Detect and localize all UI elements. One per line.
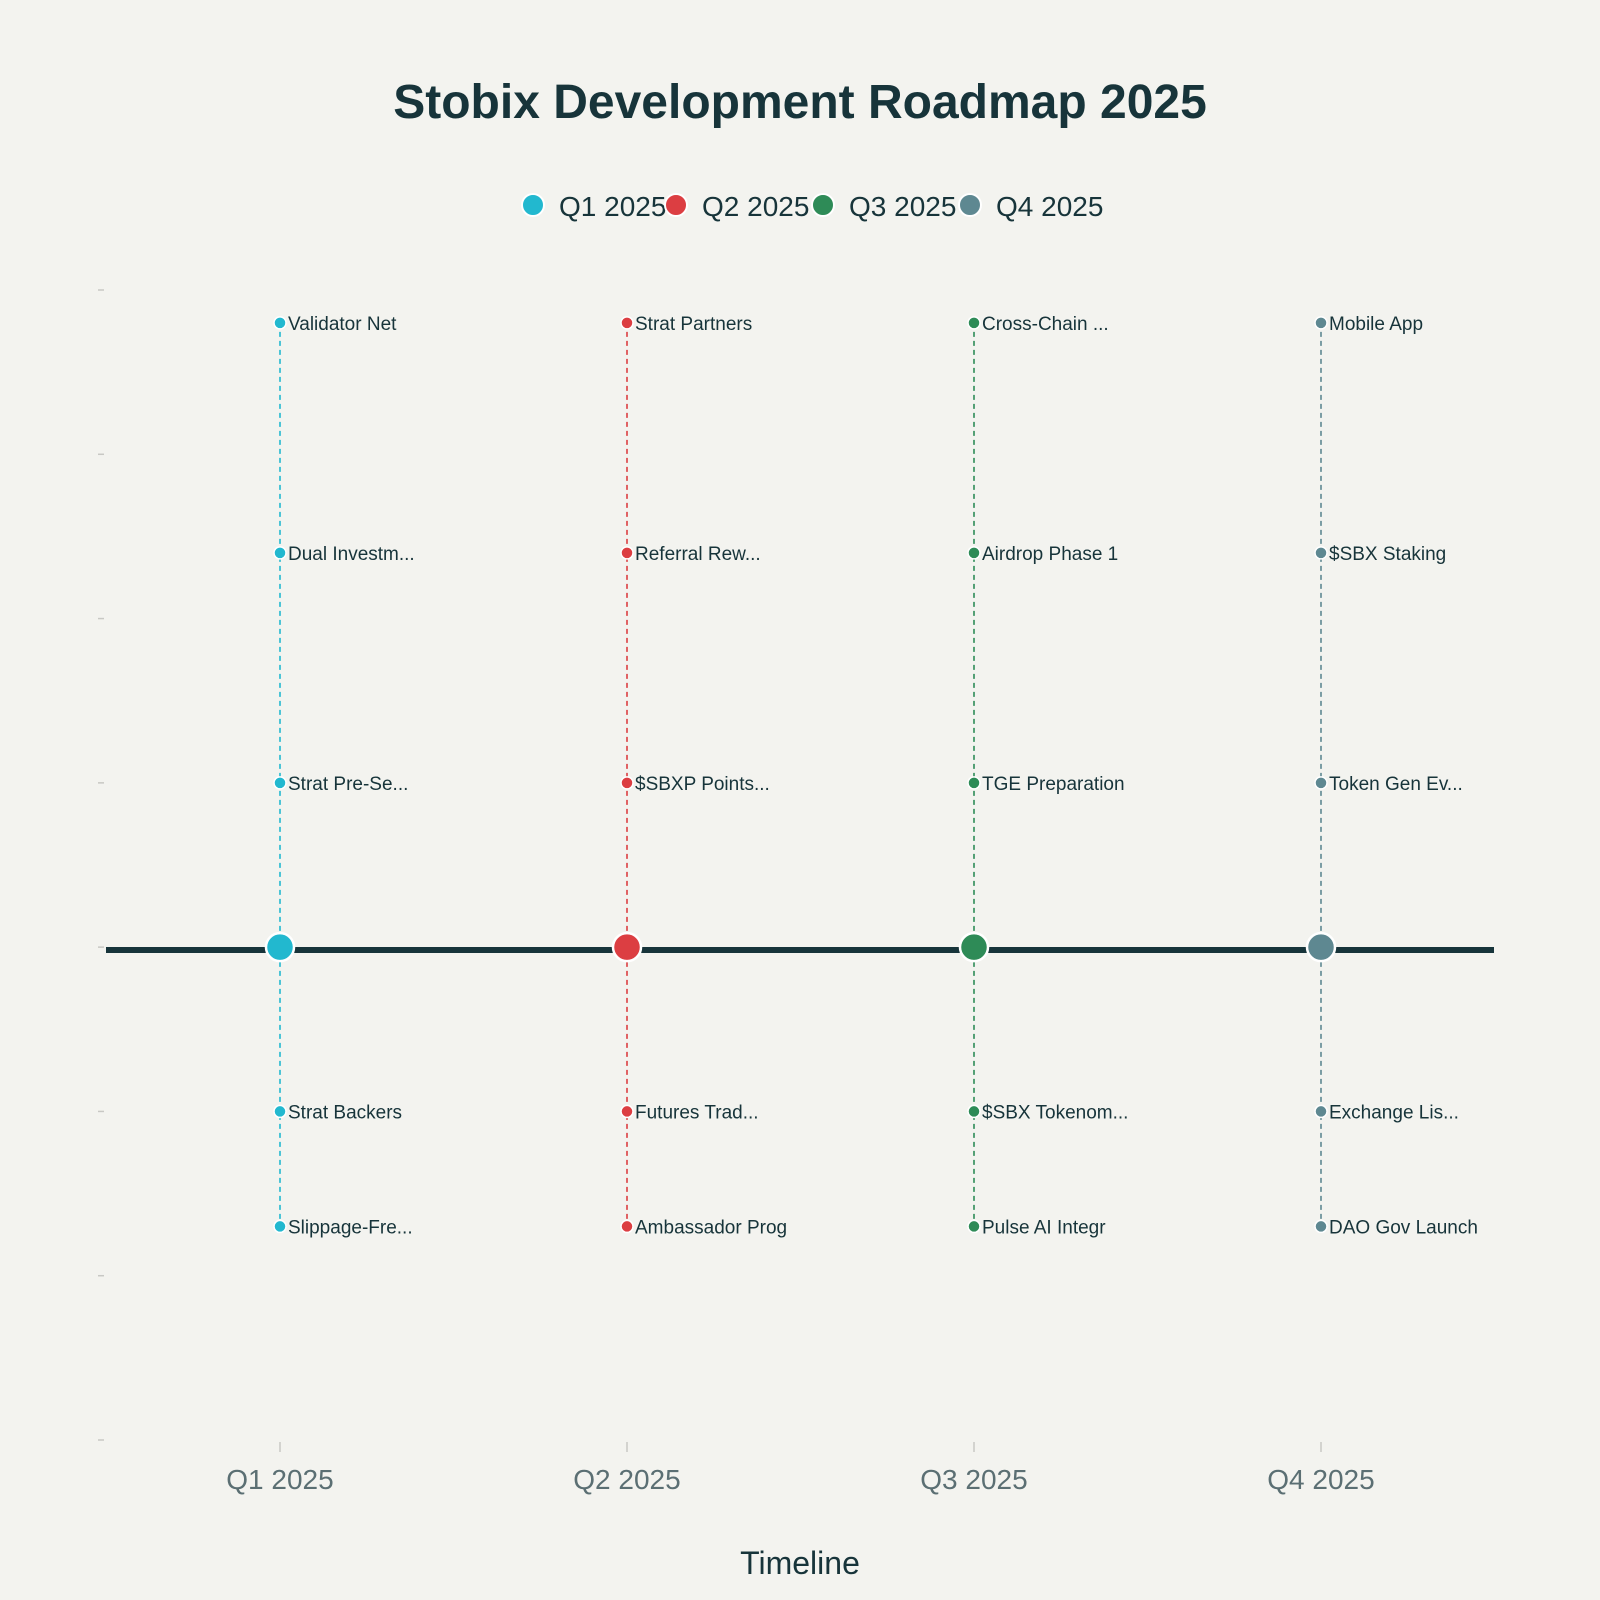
milestone-marker-strat-partners — [620, 316, 634, 330]
milestone-label-airdrop-phase-1: Airdrop Phase 1 — [982, 544, 1118, 565]
x-axis-ticks: Q1 2025 Q2 2025 Q3 2025 Q4 2025 — [226, 1442, 1375, 1495]
milestone-marker-strat-backers — [273, 1104, 287, 1119]
x-tick-label-q1-2025: Q1 2025 — [226, 1464, 333, 1495]
milestone-marker-dao-gov-launch — [1314, 1219, 1328, 1234]
chart-legend: Q1 2025 Q2 2025 Q3 2025 Q4 2025 — [521, 191, 1103, 222]
quarter-marker-q1-2025 — [264, 931, 296, 963]
milestone-label-validator-net: Validator Net — [288, 314, 397, 335]
milestone-label-exchange-lis: Exchange Lis... — [1329, 1102, 1459, 1123]
x-tick-label-q2-2025: Q2 2025 — [573, 1464, 680, 1495]
legend-marker-q2-2025 — [664, 193, 688, 217]
legend-label-q4-2025: Q4 2025 — [996, 191, 1103, 222]
milestone-marker-token-gen-ev — [1314, 776, 1328, 790]
roadmap-points: Validator Net Dual Investm... Strat Pre-Se… — [264, 314, 1478, 1238]
x-tick-label-q3-2025: Q3 2025 — [920, 1464, 1027, 1495]
milestone-marker-futures-trad — [620, 1104, 634, 1119]
milestone-label-strat-pre-se: Strat Pre-Se... — [288, 774, 408, 795]
milestone-marker-cross-chain — [967, 316, 981, 330]
milestone-label-futures-trad: Futures Trad... — [635, 1102, 759, 1123]
milestone-label-tge-preparation: TGE Preparation — [982, 774, 1125, 795]
milestone-marker-mobile-app — [1314, 316, 1328, 330]
legend-marker-q3-2025 — [811, 193, 835, 217]
milestone-label-ambassador-prog: Ambassador Prog — [635, 1217, 787, 1238]
milestone-label-dual-investm: Dual Investm... — [288, 544, 415, 565]
milestone-marker-strat-pre-se — [273, 776, 287, 790]
quarter-marker-q2-2025 — [611, 931, 643, 963]
milestone-label-dao-gov-launch: DAO Gov Launch — [1329, 1217, 1478, 1238]
legend-marker-q1-2025 — [521, 193, 545, 217]
milestone-label-pulse-ai-integr: Pulse AI Integr — [982, 1217, 1106, 1238]
milestone-marker-tge-preparation — [967, 776, 981, 790]
x-axis-title: Timeline — [740, 1545, 860, 1581]
milestone-label-token-gen-ev: Token Gen Ev... — [1329, 774, 1463, 795]
chart-title: Stobix Development Roadmap 2025 — [393, 76, 1207, 129]
milestone-label-sbxp-points: $SBXP Points... — [635, 774, 770, 795]
x-tick-label-q4-2025: Q4 2025 — [1267, 1464, 1374, 1495]
y-axis-ticks — [98, 289, 104, 1441]
milestone-marker-sbx-tokenom — [967, 1104, 981, 1119]
milestone-marker-validator-net — [273, 316, 287, 330]
milestone-label-sbx-staking: $SBX Staking — [1329, 544, 1446, 565]
legend-label-q2-2025: Q2 2025 — [702, 191, 809, 222]
legend-marker-q4-2025 — [958, 193, 982, 217]
milestone-label-mobile-app: Mobile App — [1329, 314, 1423, 335]
milestone-marker-dual-investm — [273, 546, 287, 560]
milestone-label-cross-chain: Cross-Chain ... — [982, 314, 1109, 335]
milestone-label-strat-backers: Strat Backers — [288, 1102, 402, 1123]
milestone-marker-exchange-lis — [1314, 1104, 1328, 1119]
quarter-marker-q4-2025 — [1305, 931, 1337, 963]
quarter-stems — [279, 322, 1322, 1227]
legend-label-q1-2025: Q1 2025 — [559, 191, 666, 222]
milestone-label-slippage-fre: Slippage-Fre... — [288, 1217, 413, 1238]
milestone-marker-ambassador-prog — [620, 1219, 634, 1234]
milestone-label-referral-rew: Referral Rew... — [635, 544, 761, 565]
milestone-label-strat-partners: Strat Partners — [635, 314, 752, 335]
milestone-marker-sbx-staking — [1314, 546, 1328, 560]
milestone-marker-pulse-ai-integr — [967, 1219, 981, 1234]
milestone-label-sbx-tokenom: $SBX Tokenom... — [982, 1102, 1128, 1123]
legend-label-q3-2025: Q3 2025 — [849, 191, 956, 222]
quarter-marker-q3-2025 — [958, 931, 990, 963]
milestone-marker-referral-rew — [620, 546, 634, 560]
milestone-marker-airdrop-phase-1 — [967, 546, 981, 560]
milestone-marker-slippage-fre — [273, 1219, 287, 1234]
milestone-marker-sbxp-points — [620, 776, 634, 790]
